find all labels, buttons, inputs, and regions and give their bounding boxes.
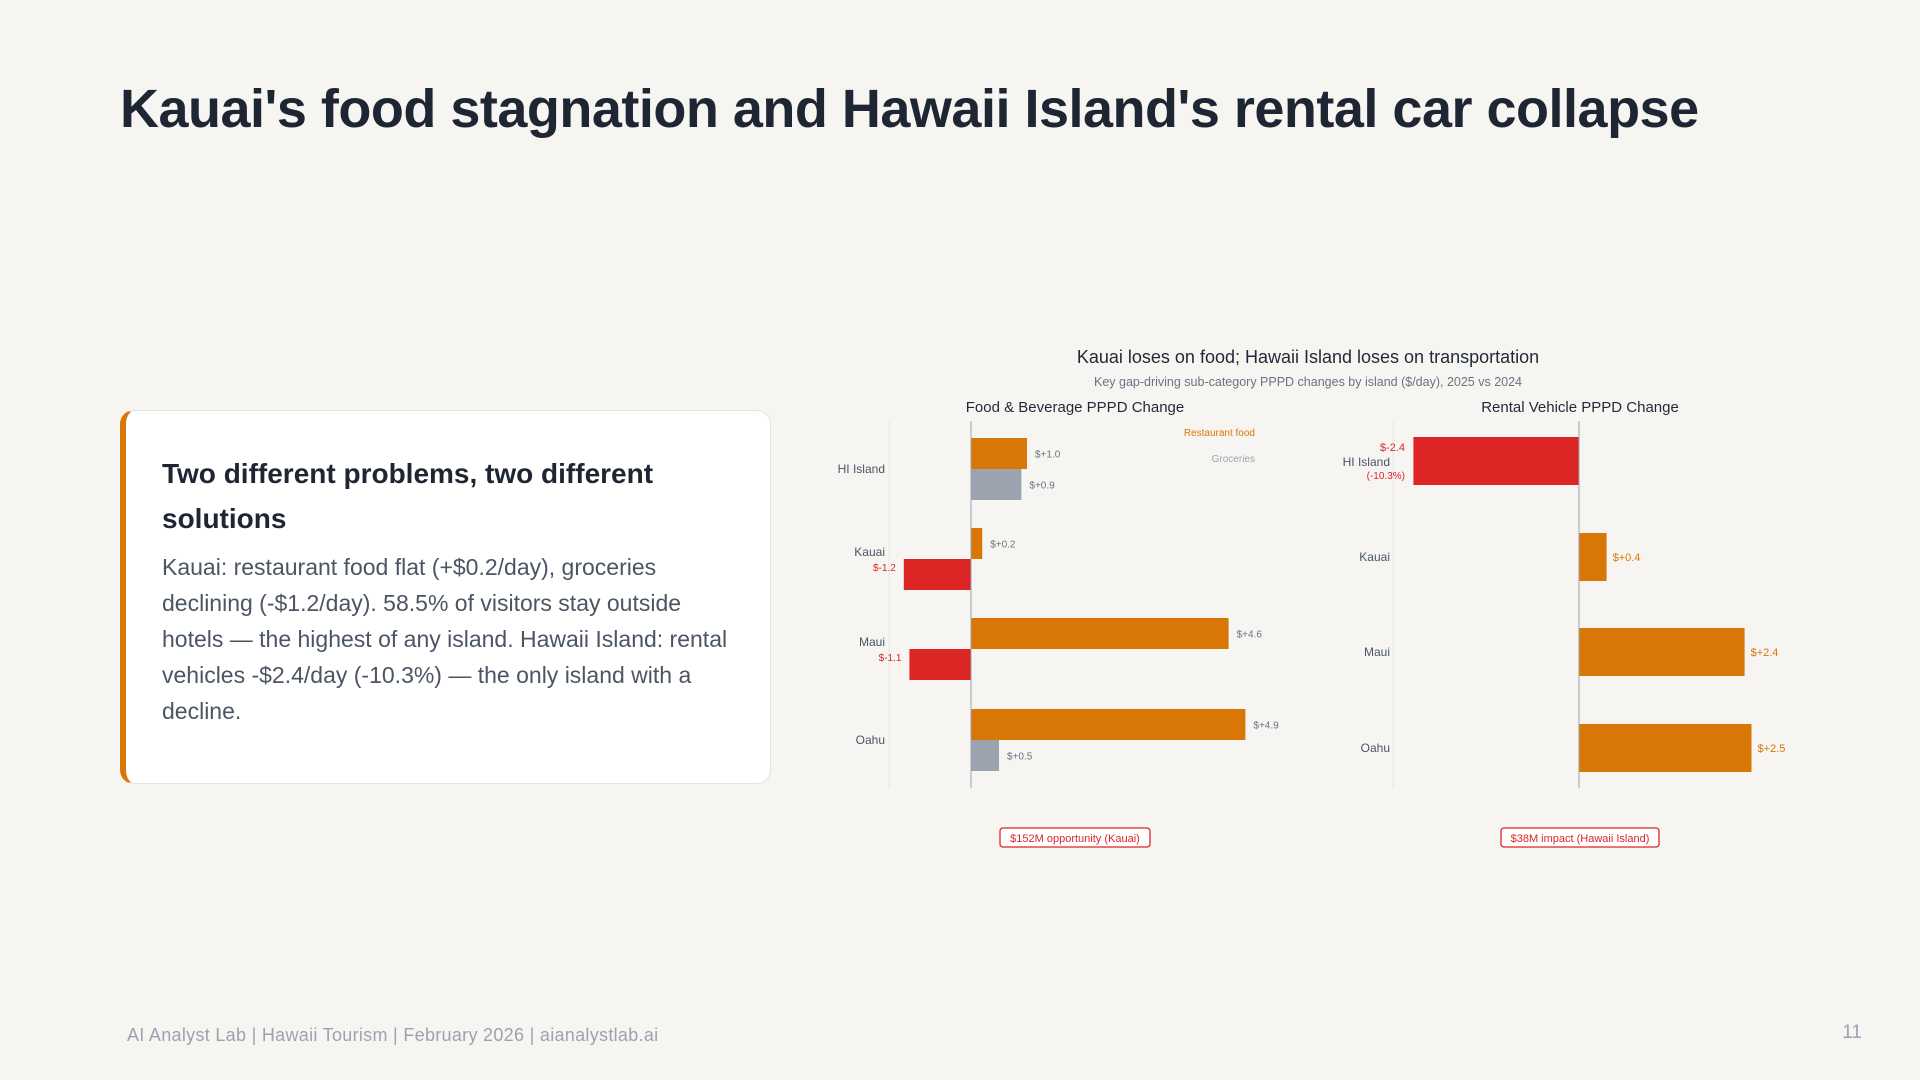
category-label-hi-island: HI Island: [838, 462, 885, 476]
bar-groceries: [971, 740, 999, 771]
bar-rental-vehicle: [1579, 724, 1752, 772]
svg-text:$38M impact (Hawaii Island): $38M impact (Hawaii Island): [1511, 833, 1650, 845]
percent-change-label: (-10.3%): [1367, 471, 1405, 482]
card-heading: Two different problems, two different so…: [162, 458, 654, 534]
bar-groceries: [971, 469, 1022, 500]
value-label: $-2.4: [1380, 442, 1405, 454]
value-label: $+0.9: [1029, 481, 1055, 492]
value-label: $+0.4: [1613, 552, 1641, 564]
value-label: $+0.2: [990, 540, 1016, 551]
chart-subtitle: Key gap-driving sub-category PPPD change…: [1094, 375, 1522, 389]
value-label: $-1.1: [879, 653, 902, 664]
category-label-kauai: Kauai: [854, 545, 885, 559]
category-label-kauai: Kauai: [1359, 550, 1390, 564]
svg-text:$152M opportunity (Kauai): $152M opportunity (Kauai): [1010, 833, 1140, 845]
chart-title: Kauai loses on food; Hawaii Island loses…: [1077, 347, 1539, 367]
value-label: $+0.5: [1007, 752, 1033, 763]
annotation-food: $152M opportunity (Kauai): [999, 827, 1151, 848]
insight-card: Two different problems, two different so…: [120, 410, 771, 784]
footer: AI Analyst Lab | Hawaii Tourism | Februa…: [127, 1025, 659, 1045]
panel-title-rental: Rental Vehicle PPPD Change: [1481, 399, 1679, 416]
bar-restaurant-food: [971, 709, 1246, 740]
page-title: Kauai's food stagnation and Hawaii Islan…: [120, 79, 1699, 139]
category-label-oahu: Oahu: [856, 733, 885, 747]
annotation-rental: $38M impact (Hawaii Island): [1500, 827, 1660, 848]
category-label-maui: Maui: [1364, 645, 1390, 659]
panel-title-food: Food & Beverage PPPD Change: [966, 399, 1184, 416]
value-label: $-1.2: [873, 563, 896, 574]
value-label: $+4.6: [1237, 630, 1263, 641]
legend-groceries: Groceries: [1212, 454, 1255, 465]
chart: Kauai loses on food; Hawaii Island loses…: [838, 347, 1786, 848]
bar-groceries: [903, 559, 971, 590]
value-label: $+2.5: [1758, 743, 1786, 755]
legend-restaurant-food: Restaurant food: [1184, 428, 1255, 439]
bar-groceries: [909, 649, 971, 680]
bar-restaurant-food: [971, 618, 1229, 649]
category-label-maui: Maui: [859, 635, 885, 649]
category-label-oahu: Oahu: [1361, 741, 1390, 755]
bar-restaurant-food: [971, 528, 983, 559]
bar-rental-vehicle: [1579, 533, 1607, 581]
category-label-hi-island: HI Island: [1343, 455, 1390, 469]
bar-rental-vehicle: [1413, 437, 1579, 485]
bar-rental-vehicle: [1579, 628, 1745, 676]
value-label: $+4.9: [1253, 721, 1279, 732]
bar-restaurant-food: [971, 438, 1027, 469]
value-label: $+1.0: [1035, 450, 1061, 461]
card-body: Kauai: restaurant food flat (+$0.2/day),…: [162, 554, 728, 724]
page-number: 11: [1842, 1022, 1862, 1043]
value-label: $+2.4: [1751, 647, 1779, 659]
